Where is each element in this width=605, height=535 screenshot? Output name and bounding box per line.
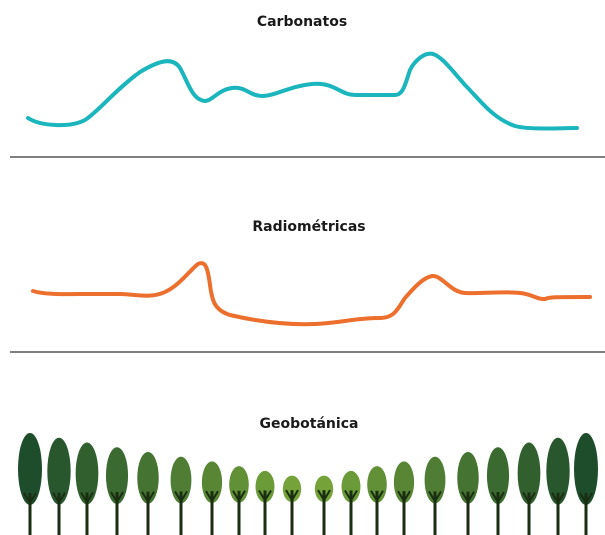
panel-title: Geobotánica — [260, 416, 359, 432]
tree-branch — [344, 489, 358, 503]
tree-branch — [258, 489, 272, 503]
tree-branch — [205, 490, 219, 504]
tree-branch — [370, 490, 384, 503]
tree-branch — [317, 489, 331, 503]
tree-branch — [80, 491, 94, 505]
tree-canopy — [546, 437, 570, 505]
tree-canopy — [517, 442, 541, 505]
tree-canopy — [47, 437, 71, 505]
tree-branch — [579, 492, 593, 505]
tree-branch — [461, 491, 475, 504]
tree-branch — [232, 490, 246, 503]
tree-canopy — [486, 447, 510, 505]
carbonate-curve — [26, 51, 579, 131]
tree-canopy — [457, 451, 479, 504]
tree-branch — [23, 492, 37, 505]
tree-canopy — [75, 442, 99, 505]
tree-branch — [522, 491, 536, 505]
panel-title: Radiométricas — [252, 219, 365, 235]
tree-branch — [551, 492, 565, 505]
tree-branch — [52, 492, 66, 505]
tree-canopy — [255, 470, 275, 503]
tree-canopy — [314, 475, 334, 503]
tree-canopy — [137, 451, 159, 504]
tree-canopy — [574, 433, 598, 505]
tree-row — [18, 433, 598, 535]
tree-branch — [110, 491, 124, 504]
tree-canopy — [341, 470, 361, 503]
tree-canopy — [282, 475, 302, 503]
panel-title: Carbonatos — [257, 14, 347, 30]
tree-branch — [491, 491, 505, 504]
tree-branch — [397, 490, 411, 504]
tree-canopy — [105, 447, 129, 505]
tree-canopy — [18, 433, 42, 505]
tree-branch — [428, 490, 442, 504]
tree-branch — [285, 489, 299, 503]
tree-branch — [174, 490, 188, 504]
tree-branch — [141, 491, 155, 504]
radiometric-curve — [31, 261, 592, 327]
